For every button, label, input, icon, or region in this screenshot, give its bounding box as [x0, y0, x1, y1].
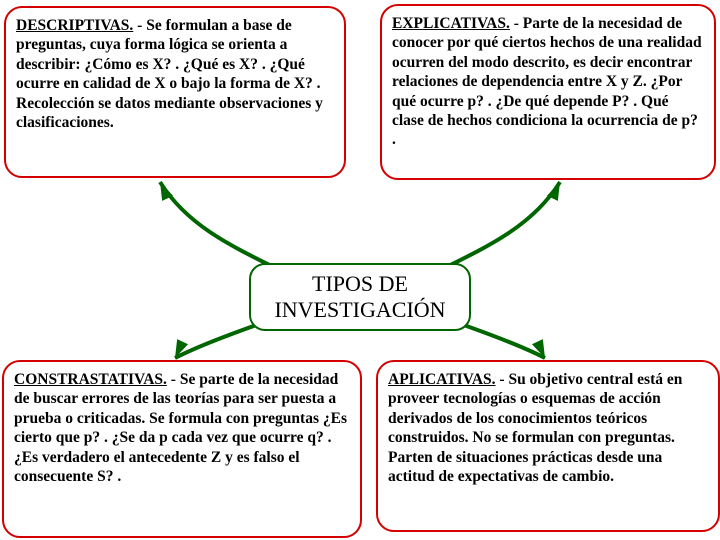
body-descriptivas: - Se formulan a base de preguntas, cuya …: [16, 17, 323, 131]
box-explicativas: EXPLICATIVAS. - Parte de la necesidad de…: [380, 4, 716, 180]
body-aplicativas: - Su objetivo central está en proveer te…: [388, 371, 682, 485]
center-line1: TIPOS DE: [269, 271, 451, 297]
box-descriptivas: DESCRIPTIVAS. - Se formulan a base de pr…: [4, 6, 346, 178]
body-explicativas: - Parte de la necesidad de conocer por q…: [392, 15, 702, 148]
center-title-box: TIPOS DE INVESTIGACIÓN: [249, 263, 471, 331]
box-aplicativas: APLICATIVAS. - Su objetivo central está …: [376, 360, 720, 532]
center-line2: INVESTIGACIÓN: [269, 297, 451, 323]
box-constrastativas: CONSTRASTATIVAS. - Se parte de la necesi…: [2, 360, 362, 538]
title-aplicativas: APLICATIVAS.: [388, 371, 496, 388]
title-explicativas: EXPLICATIVAS.: [392, 15, 510, 32]
title-descriptivas: DESCRIPTIVAS.: [16, 17, 133, 34]
title-constrastativas: CONSTRASTATIVAS.: [14, 371, 167, 388]
body-constrastativas: - Se parte de la necesidad de buscar err…: [14, 371, 347, 485]
